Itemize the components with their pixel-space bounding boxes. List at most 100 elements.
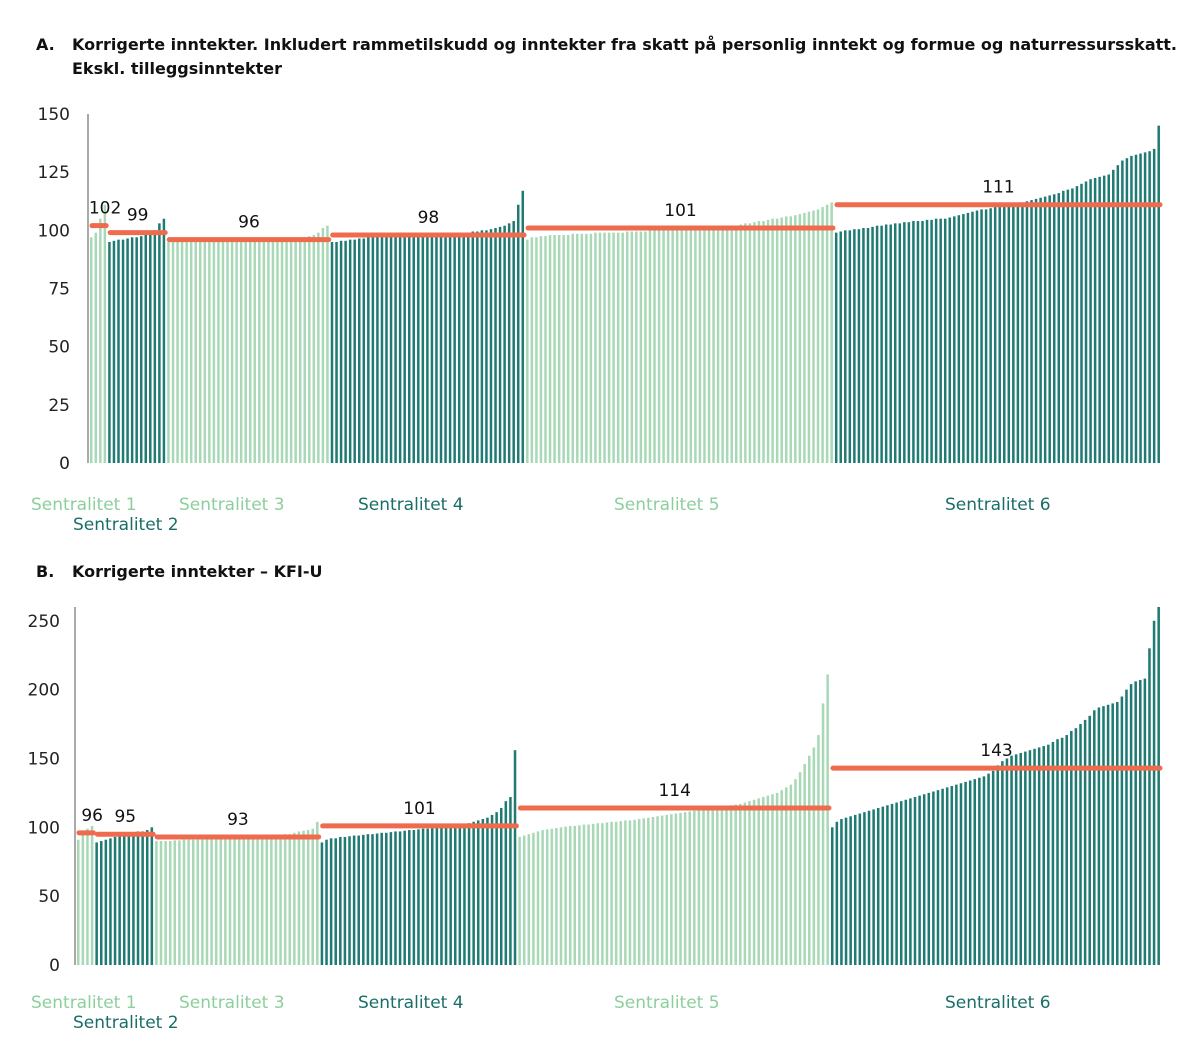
bar [135,237,138,463]
bar [890,803,894,965]
legend-sentralitet-3: Sentralitet 3 [179,495,285,515]
bar [421,234,425,463]
bar [884,224,888,463]
bar [136,831,140,965]
y-tick-label: 100 [38,221,70,241]
bar [1075,186,1079,464]
y-tick-label: 200 [28,681,60,701]
bar [376,237,379,463]
bar [863,812,866,965]
bar [922,794,926,965]
bar [407,234,411,463]
bar [973,779,977,965]
bar [173,840,177,965]
bar [1025,201,1029,463]
bar [688,811,691,965]
bar [853,814,857,965]
bar [1065,735,1068,965]
bar [872,809,875,965]
bar [203,241,207,463]
bar [1071,188,1074,463]
bar [417,234,420,463]
bar [267,241,270,463]
mean-label: 99 [127,206,149,226]
bar [312,234,316,463]
bar [490,814,494,965]
bar [271,241,275,463]
bar [557,234,561,463]
bar [817,735,820,965]
bar [578,825,581,965]
bar [426,828,429,965]
bar [159,841,163,965]
bar [90,237,93,463]
bar [371,237,375,463]
bar [943,218,947,463]
bar [435,827,439,965]
bar [201,839,204,965]
bar [144,234,148,463]
bar [1157,125,1160,463]
bar [735,225,738,463]
bar [674,813,678,965]
bar [118,835,121,965]
legend-sentralitet-4: Sentralitet 4 [358,495,464,515]
bar [1003,205,1006,464]
bar [334,838,337,965]
bar [403,830,406,965]
bar [210,838,213,965]
bar [702,809,705,965]
bar [721,226,724,463]
bar [180,241,184,463]
bar [458,824,462,965]
bar [108,241,111,463]
bar [1034,198,1038,463]
panel-letter: A. [36,35,55,54]
bar [1084,181,1088,463]
bar [612,232,615,463]
bar [753,222,756,463]
bar [1111,703,1114,965]
bar [439,233,443,463]
bar [587,824,590,965]
legend-sentralitet-4: Sentralitet 4 [358,993,464,1013]
bar [503,225,506,463]
bar [930,219,933,463]
bar [1014,754,1018,965]
bar [844,817,848,965]
bar [283,834,287,965]
bar [993,207,997,463]
bar [876,808,880,965]
bar [619,821,623,965]
bar [826,674,829,965]
bar [1143,152,1147,463]
bar [536,831,540,965]
panel-letter: B. [36,562,55,581]
bar [489,229,493,463]
bar [453,232,456,463]
bar [803,763,806,965]
bar [279,834,282,965]
legend-sentralitet-5: Sentralitet 5 [614,495,720,515]
bar [380,237,384,463]
bar [463,823,466,965]
bar [113,836,117,965]
bar [939,218,942,463]
bar [666,230,670,463]
bar [559,827,563,965]
bar [285,241,288,463]
bar [153,230,157,463]
bar [670,814,673,965]
bar [866,228,870,463]
bar [1148,648,1151,965]
bar [270,835,273,965]
bar [694,229,697,463]
bar [329,838,333,965]
bar [1116,165,1120,464]
bar [320,842,324,965]
bar [998,207,1001,463]
bar [830,202,833,463]
bar [417,829,420,965]
bar [610,821,613,965]
